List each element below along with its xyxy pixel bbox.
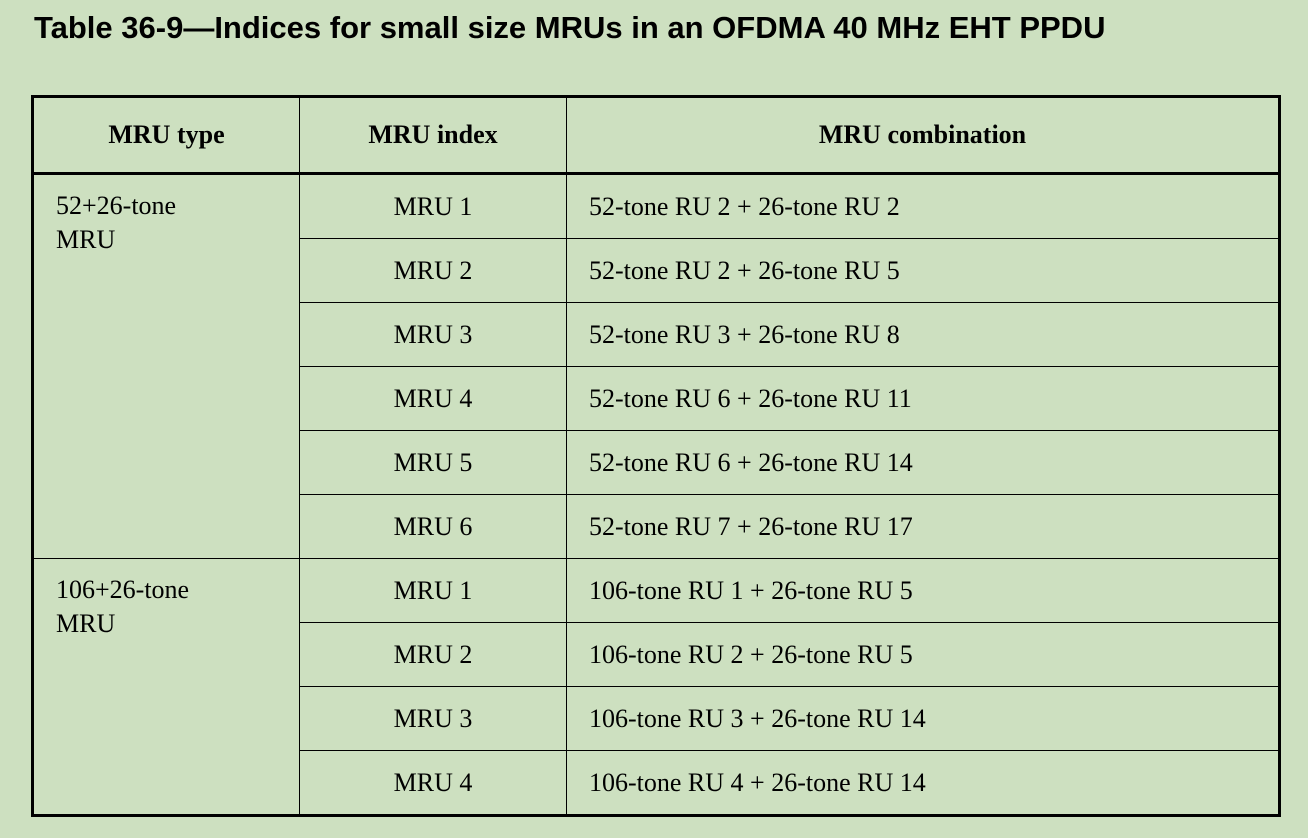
mru-type-label: MRU: [56, 609, 116, 638]
mru-type-label: 52+26-tone: [56, 191, 177, 220]
mru-index-cell: MRU 1: [299, 173, 567, 239]
mru-combination-cell: 52-tone RU 6 + 26-tone RU 14: [566, 430, 1280, 495]
table-row: MRU 5 52-tone RU 6 + 26-tone RU 14: [33, 430, 1280, 495]
mru-index-cell: MRU 3: [299, 686, 567, 751]
mru-index-cell: MRU 2: [299, 238, 567, 303]
header-mru-type: MRU type: [32, 96, 300, 175]
header-mru-combination: MRU combination: [566, 96, 1280, 175]
mru-combination-cell: 106-tone RU 4 + 26-tone RU 14: [566, 750, 1280, 816]
mru-combination-cell: 52-tone RU 6 + 26-tone RU 11: [566, 366, 1280, 431]
mru-combination-cell: 106-tone RU 2 + 26-tone RU 5: [566, 622, 1280, 687]
table-row: 52+26-tone MRU MRU 1 52-tone RU 2 + 26-t…: [32, 173, 1280, 559]
mru-combination-cell: 52-tone RU 2 + 26-tone RU 2: [566, 173, 1280, 239]
mru-type-label: 106+26-tone: [56, 575, 190, 604]
table-row: MRU 2 52-tone RU 2 + 26-tone RU 5: [33, 238, 1280, 303]
mru-type-label: MRU: [56, 225, 116, 254]
mru-index-cell: MRU 1: [299, 558, 567, 623]
mru-index-cell: MRU 4: [299, 750, 567, 816]
mru-index-cell: MRU 3: [299, 302, 567, 367]
mru-indices-table: MRU type MRU index MRU combination 52+26…: [31, 95, 1281, 817]
table-row: MRU 2 106-tone RU 2 + 26-tone RU 5: [33, 622, 1280, 687]
mru-type-cell: 106+26-tone MRU: [32, 558, 300, 816]
mru-combination-cell: 52-tone RU 7 + 26-tone RU 17: [566, 494, 1280, 559]
table-row: 106+26-tone MRU MRU 1 106-tone RU 1 + 26…: [32, 558, 1280, 816]
mru-combination-cell: 52-tone RU 3 + 26-tone RU 8: [566, 302, 1280, 367]
table-caption: Table 36-9—Indices for small size MRUs i…: [34, 10, 1106, 45]
mru-index-cell: MRU 5: [299, 430, 567, 495]
table-header-row: MRU type MRU index MRU combination: [32, 96, 1280, 175]
mru-combination-cell: 52-tone RU 2 + 26-tone RU 5: [566, 238, 1280, 303]
mru-index-cell: MRU 6: [299, 494, 567, 559]
mru-combination-cell: 106-tone RU 3 + 26-tone RU 14: [566, 686, 1280, 751]
table-row: MRU 6 52-tone RU 7 + 26-tone RU 17: [33, 494, 1280, 559]
table-row: MRU 3 106-tone RU 3 + 26-tone RU 14: [33, 686, 1280, 751]
mru-type-cell: 52+26-tone MRU: [32, 173, 300, 559]
table-row: MRU 4 52-tone RU 6 + 26-tone RU 11: [33, 366, 1280, 431]
header-mru-index: MRU index: [299, 96, 567, 175]
mru-combination-cell: 106-tone RU 1 + 26-tone RU 5: [566, 558, 1280, 623]
table-row: MRU 4 106-tone RU 4 + 26-tone RU 14: [33, 750, 1280, 816]
mru-index-cell: MRU 4: [299, 366, 567, 431]
mru-index-cell: MRU 2: [299, 622, 567, 687]
